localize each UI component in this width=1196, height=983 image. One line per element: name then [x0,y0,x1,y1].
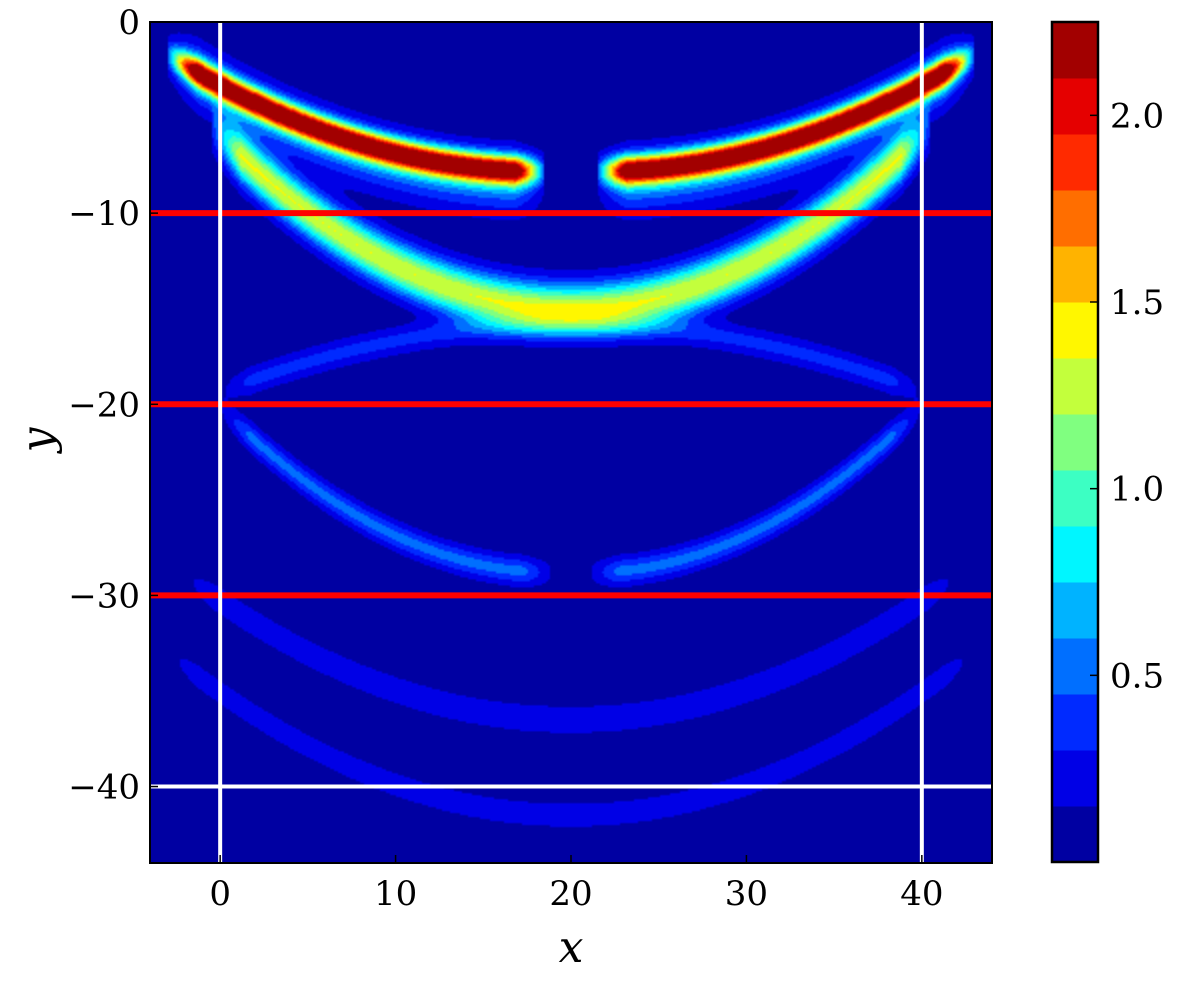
plot-area [150,22,992,863]
colorbar-level [1052,638,1098,695]
colorbar-level [1052,358,1098,415]
colorbar-level [1052,190,1098,247]
colorbar-level [1052,414,1098,471]
colorbar-tick-label: 0.5 [1110,656,1164,696]
colorbar-tick-label: 1.0 [1110,470,1164,510]
colorbar-tick-label: 1.5 [1110,283,1164,323]
y-axis: 0 −10 −20 −30 −40 [68,3,158,808]
y-axis-title: y [12,426,63,454]
colorbar-level [1052,526,1098,583]
colorbar-level [1052,134,1098,191]
y-tick-label: −30 [68,576,140,616]
colorbar-level [1052,750,1098,807]
x-tick-label: 10 [374,874,417,914]
y-tick-label: −40 [68,768,140,808]
x-axis-title: x [559,922,584,973]
x-tick-label: 40 [900,874,943,914]
colorbar-level [1052,302,1098,359]
colorbar-level [1052,22,1098,79]
x-tick-label: 0 [209,874,231,914]
colorbar-level [1052,246,1098,303]
colorbar-level [1052,470,1098,527]
colorbar-level [1052,694,1098,751]
colorbar-level [1052,806,1098,863]
x-axis: 0 10 20 30 40 [209,855,943,914]
colorbar-frame [1050,20,1100,864]
x-tick-label: 20 [549,874,592,914]
y-tick-label: −20 [68,385,140,425]
y-tick-label: 0 [118,3,140,43]
colorbar-level [1052,78,1098,135]
field-heatmap [150,22,992,863]
overlay-lines [150,22,992,863]
colorbar-tick-label: 2.0 [1110,96,1164,136]
colorbar-level [1052,582,1098,639]
x-tick-label: 30 [725,874,768,914]
colorbar: 0.5 1.0 1.5 2.0 [1050,20,1164,864]
y-tick-label: −10 [68,194,140,234]
